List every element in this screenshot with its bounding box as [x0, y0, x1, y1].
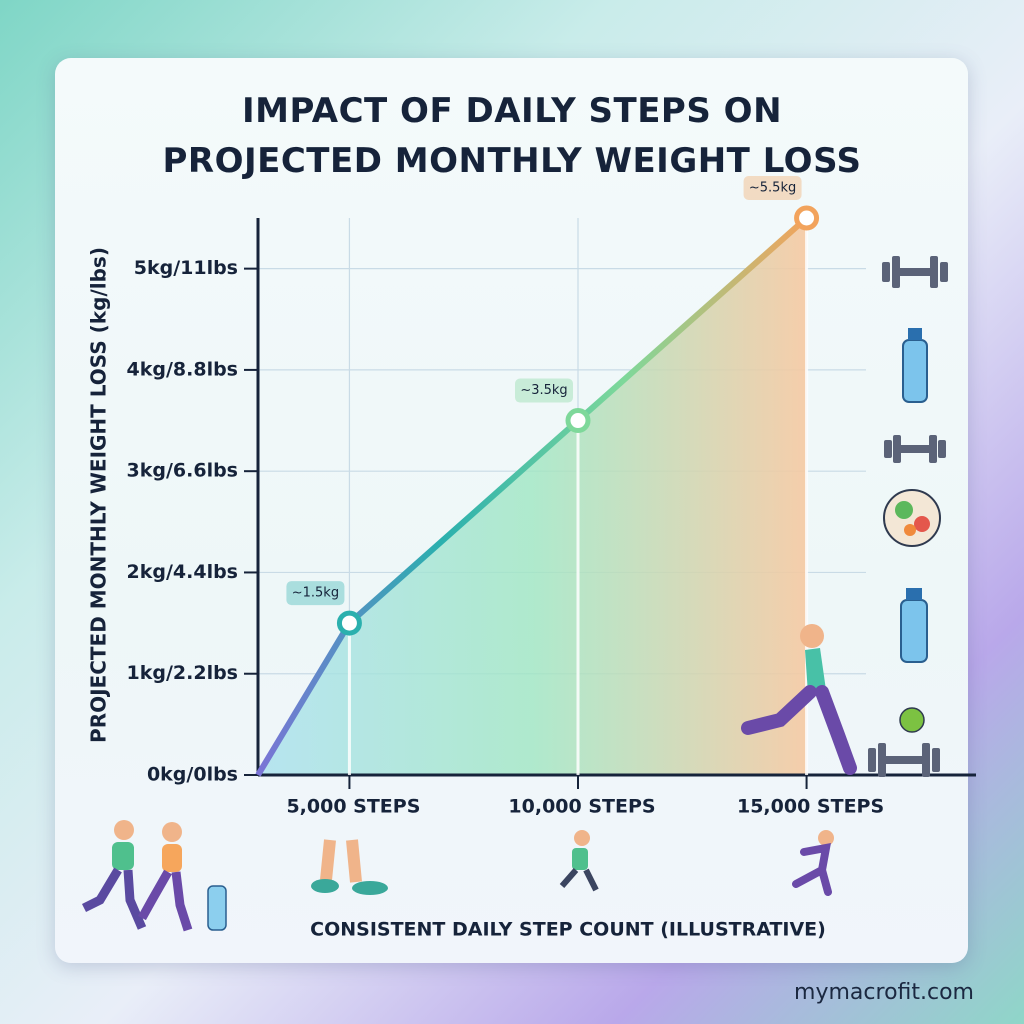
- y-tick-label: 2kg/4.4lbs: [127, 561, 238, 583]
- y-tick-label: 4kg/8.8lbs: [127, 358, 238, 380]
- y-tick-label: 0kg/0lbs: [147, 764, 238, 786]
- marker: [794, 205, 820, 231]
- y-axis-label: PROJECTED MONTHLY WEIGHT LOSS (kg/lbs): [87, 247, 111, 743]
- area: [258, 218, 807, 775]
- marker: [565, 408, 591, 434]
- label-box: [743, 176, 802, 200]
- x-axis-label: CONSISTENT DAILY STEP COUNT (ILLUSTRATIV…: [310, 919, 826, 941]
- value-label: ~3.5kg: [520, 383, 567, 398]
- chart-title: IMPACT OF DAILY STEPS ON PROJECTED MONTH…: [162, 91, 862, 181]
- x-tick-label: 15,000 STEPS: [737, 796, 884, 818]
- apple-icon: [899, 707, 925, 733]
- jogger-icon: [559, 830, 599, 892]
- label-box: [515, 378, 573, 403]
- icons: [81, 256, 948, 932]
- label-box: [286, 581, 345, 606]
- sprinter-icon: [792, 830, 834, 896]
- runners-illustration: [81, 820, 227, 932]
- bottle-icon: [902, 328, 928, 403]
- watermark: mymacrofit.com: [794, 980, 974, 1005]
- value-label: ~1.5kg: [292, 586, 339, 601]
- bottle-icon: [900, 588, 928, 663]
- y-tick-label: 5kg/11lbs: [134, 257, 238, 279]
- feet-icon: [311, 839, 388, 895]
- line: [255, 215, 809, 777]
- y-tick-label: 3kg/6.6lbs: [127, 460, 238, 482]
- dumbbell-icon: [884, 435, 946, 463]
- salad-icon: [883, 489, 941, 547]
- dumbbell-icon: [868, 743, 940, 777]
- y-tick-label: 1kg/2.2lbs: [127, 662, 238, 684]
- x-tick-label: 5,000 STEPS: [286, 796, 420, 818]
- x-tick-label: 10,000 STEPS: [508, 796, 655, 818]
- marker: [336, 610, 362, 636]
- runner-icon: [741, 624, 857, 775]
- value-label: ~5.5kg: [749, 181, 796, 196]
- dumbbell-icon: [882, 256, 948, 288]
